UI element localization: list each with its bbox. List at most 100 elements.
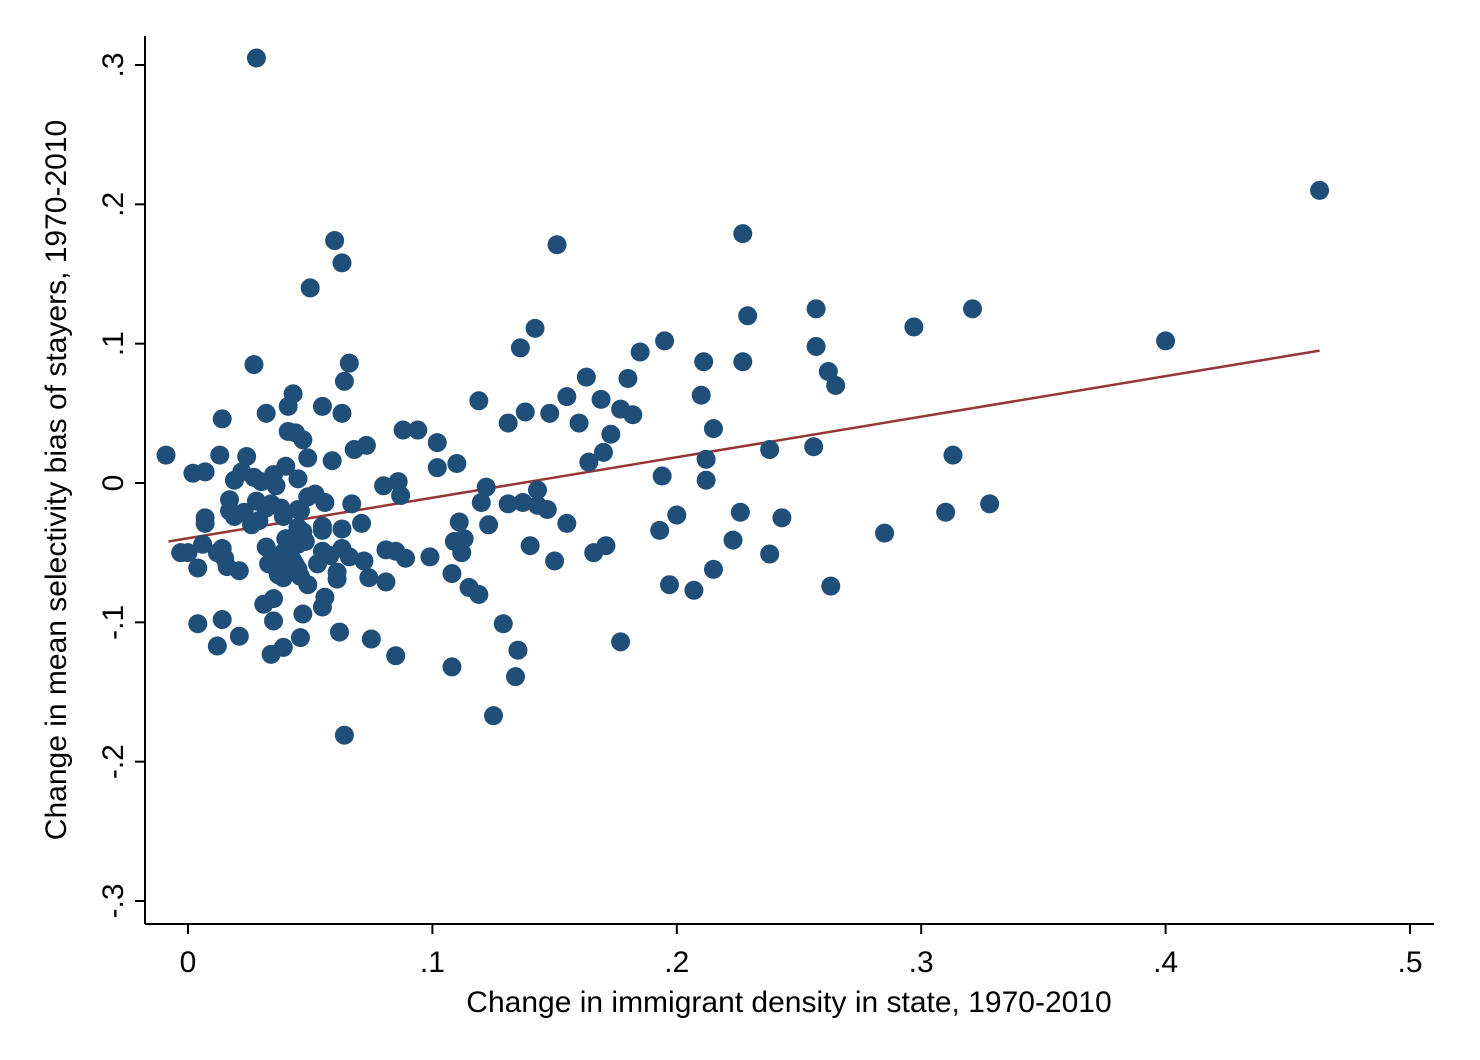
data-point xyxy=(183,463,203,483)
data-point xyxy=(760,544,780,564)
data-point xyxy=(479,515,499,535)
data-point xyxy=(447,453,467,473)
data-point xyxy=(730,502,750,522)
y-tick-label: .3 xyxy=(97,52,130,77)
data-point xyxy=(696,470,716,490)
data-point xyxy=(618,369,638,388)
data-point xyxy=(520,536,540,556)
data-point xyxy=(505,667,525,687)
data-point xyxy=(703,559,723,579)
data-point xyxy=(703,419,723,439)
data-point xyxy=(210,445,230,465)
data-point xyxy=(772,508,792,528)
data-point xyxy=(584,543,604,563)
data-point xyxy=(327,569,347,589)
data-point xyxy=(322,451,342,471)
data-point xyxy=(557,513,577,533)
y-tick-label: 0 xyxy=(97,475,130,492)
data-point xyxy=(557,387,577,407)
x-tick-label: .1 xyxy=(420,946,445,979)
data-point xyxy=(806,299,826,319)
data-point xyxy=(1310,180,1330,200)
data-point xyxy=(361,629,381,649)
data-point xyxy=(298,575,318,595)
data-point xyxy=(545,551,565,571)
x-tick-label: 0 xyxy=(180,946,197,979)
data-point xyxy=(312,396,332,416)
data-point xyxy=(593,442,613,462)
data-point xyxy=(244,355,264,375)
data-point xyxy=(224,470,244,490)
data-point xyxy=(290,501,310,521)
y-tick-label: .2 xyxy=(97,192,130,217)
data-point xyxy=(212,610,232,630)
data-point xyxy=(875,523,895,543)
data-point xyxy=(330,622,350,642)
data-point xyxy=(427,433,447,453)
data-point xyxy=(691,385,711,405)
x-tick-label: .4 xyxy=(1153,946,1178,979)
x-tick-label: .5 xyxy=(1397,946,1422,979)
data-point xyxy=(601,424,621,444)
data-point xyxy=(332,403,352,423)
data-point xyxy=(344,440,364,460)
data-point xyxy=(733,352,753,372)
data-point xyxy=(359,568,379,588)
data-point xyxy=(178,543,198,563)
data-point xyxy=(826,375,846,395)
data-point xyxy=(515,402,535,422)
data-points xyxy=(156,48,1330,745)
data-point xyxy=(936,502,956,522)
data-point xyxy=(224,506,244,526)
data-point xyxy=(278,396,298,416)
x-tick-label: .2 xyxy=(664,946,689,979)
data-point xyxy=(273,506,293,526)
data-point xyxy=(256,403,276,423)
data-point xyxy=(242,515,262,535)
data-point xyxy=(374,476,394,496)
data-point xyxy=(393,420,413,440)
data-point xyxy=(264,611,284,631)
data-point xyxy=(193,534,213,554)
data-point xyxy=(569,413,589,433)
data-point xyxy=(229,626,249,646)
data-point xyxy=(188,558,208,578)
y-tick-label: -.2 xyxy=(97,744,130,779)
data-point xyxy=(342,494,362,514)
data-point xyxy=(442,657,462,677)
data-point xyxy=(254,594,274,614)
fit-line xyxy=(168,349,1320,543)
y-tick-label: .1 xyxy=(97,331,130,356)
data-point xyxy=(246,48,266,68)
y-axis-title: Change in mean selectivity bias of staye… xyxy=(40,120,73,840)
data-point xyxy=(623,405,643,425)
data-point xyxy=(576,367,596,387)
data-point xyxy=(339,547,359,567)
data-point xyxy=(513,493,533,513)
ticks: 0 .1 .2 .3 .4 .5 -.3 -.2 -.1 0 .1 .2 .3 xyxy=(97,52,1423,979)
data-point xyxy=(420,547,440,567)
data-point xyxy=(484,706,503,726)
data-point xyxy=(339,353,359,373)
y-tick-label: -.1 xyxy=(97,605,130,640)
data-point xyxy=(315,493,335,513)
data-point xyxy=(579,452,599,472)
data-point xyxy=(352,513,372,533)
data-point xyxy=(493,614,513,634)
data-point xyxy=(684,580,704,600)
data-point xyxy=(537,499,557,519)
data-point xyxy=(427,458,447,478)
data-point xyxy=(293,430,313,450)
data-point xyxy=(195,513,215,533)
data-point xyxy=(452,543,472,563)
data-point xyxy=(760,440,780,460)
x-axis-title: Change in immigrant density in state, 19… xyxy=(466,986,1111,1019)
data-point xyxy=(659,575,679,595)
data-point xyxy=(251,472,271,492)
data-point xyxy=(449,512,469,532)
data-point xyxy=(290,628,310,648)
data-point xyxy=(312,520,332,540)
data-point xyxy=(229,561,249,581)
data-point xyxy=(498,413,518,433)
